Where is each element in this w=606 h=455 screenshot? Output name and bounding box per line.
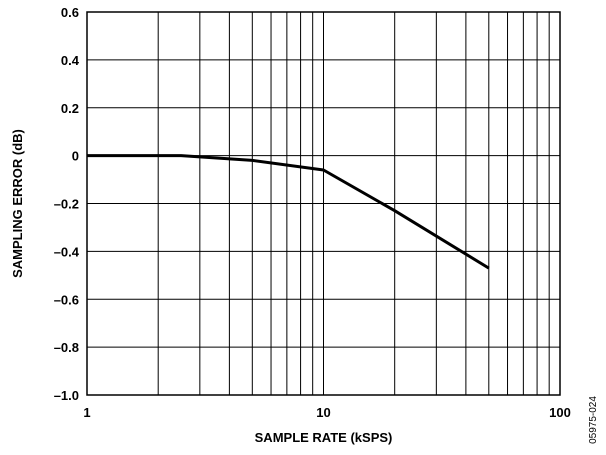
- series: [87, 154, 490, 270]
- y-tick-label: –1.0: [54, 388, 79, 403]
- y-tick-label: –0.4: [54, 244, 80, 259]
- plot-frame: [86, 11, 561, 396]
- y-tick-label: 0.6: [61, 5, 79, 20]
- y-tick-label: –0.6: [54, 292, 79, 307]
- y-tick-label: –0.2: [54, 197, 79, 212]
- y-tick-label: –0.8: [54, 340, 79, 355]
- y-tick-labels: 0.6 0.4 0.2 0 –0.2 –0.4 –0.6 –0.8 –1.0: [54, 5, 80, 403]
- sampling-error-line: [87, 154, 490, 270]
- y-axis-label: SAMPLING ERROR (dB): [10, 129, 25, 278]
- x-axis-label: SAMPLE RATE (kSPS): [255, 430, 393, 445]
- x-tick-label: 100: [549, 405, 571, 420]
- y-tick-label: 0.2: [61, 101, 79, 116]
- x-tick-label: 10: [316, 405, 330, 420]
- x-tick-labels: 1 10 100: [83, 405, 570, 420]
- grid: [86, 11, 561, 396]
- figure-code: 05975-024: [588, 396, 599, 444]
- y-tick-label: 0: [72, 149, 79, 164]
- y-tick-label: 0.4: [61, 53, 80, 68]
- x-tick-label: 1: [83, 405, 90, 420]
